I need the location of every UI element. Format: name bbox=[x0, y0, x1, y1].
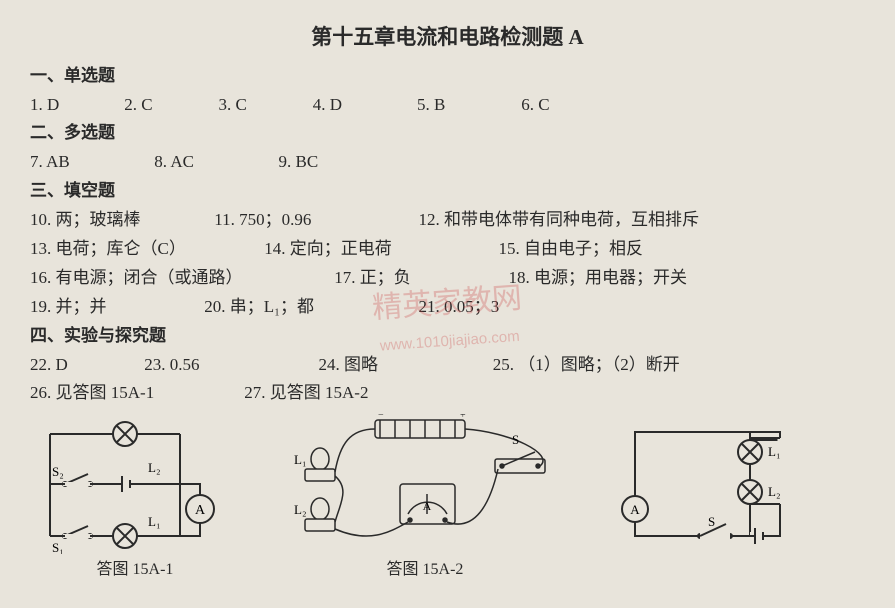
section-2-head: 二、多选题 bbox=[30, 119, 865, 148]
q-ans: BC bbox=[296, 152, 319, 171]
q-ans: 图略 bbox=[344, 355, 378, 374]
q-num: 22. bbox=[30, 355, 51, 374]
q-num: 3. bbox=[219, 95, 232, 114]
page-title: 第十五章电流和电路检测题 A bbox=[30, 20, 865, 56]
q-ans: D bbox=[56, 355, 68, 374]
figure-15a-2: − + bbox=[280, 414, 570, 583]
q-ans: 定向；正电荷 bbox=[290, 239, 392, 258]
lamp-l1-label: L₁ bbox=[768, 444, 780, 459]
q-ans: D bbox=[330, 95, 342, 114]
fill-row-3: 16. 有电源；闭合（或通路） 17. 正；负 18. 电源；用电器；开关 bbox=[30, 264, 865, 293]
q-num: 21. bbox=[419, 297, 440, 316]
q-ans: 两；玻璃棒 bbox=[56, 210, 141, 229]
lamp-l2-label: L₂ bbox=[294, 502, 306, 517]
q-num: 17. bbox=[334, 268, 355, 287]
figure-15a-1: A L₂ L₁ S₂ S₁ 答图 15A-1 bbox=[30, 414, 240, 583]
q-num: 19. bbox=[30, 297, 51, 316]
section-2-answers: 7. AB 8. AC 9. BC bbox=[30, 148, 865, 177]
fill-row-1: 10. 两；玻璃棒 11. 750；0.96 12. 和带电体带有同种电荷，互相… bbox=[30, 206, 865, 235]
q-num: 20. bbox=[204, 297, 225, 316]
q-num: 25. bbox=[493, 355, 514, 374]
exp-row-2: 26. 见答图 15A-1 27. 见答图 15A-2 bbox=[30, 379, 865, 408]
q-num: 12. bbox=[419, 210, 440, 229]
q-ans: C bbox=[236, 95, 247, 114]
q-num: 1. bbox=[30, 95, 43, 114]
q-num: 16. bbox=[30, 268, 51, 287]
q-num: 13. bbox=[30, 239, 51, 258]
q-ans: AB bbox=[46, 152, 70, 171]
q-num: 10. bbox=[30, 210, 51, 229]
q-ans: 有电源；闭合（或通路） bbox=[56, 268, 243, 287]
lamp-l2-label: L₂ bbox=[768, 484, 780, 499]
q-ans: 电荷；库仑（C） bbox=[56, 239, 186, 258]
q-num: 27. bbox=[244, 383, 265, 402]
q-ans: 见答图 15A-2 bbox=[270, 383, 369, 402]
q-num: 23. bbox=[144, 355, 165, 374]
figure-right-schematic: A L₁ L₂ S bbox=[610, 414, 800, 583]
lamp-l1-label: L₁ bbox=[294, 452, 306, 467]
exp-row-1: 22. D 23. 0.56 24. 图略 25. （1）图略；（2）断开 bbox=[30, 351, 865, 380]
switch-s-label: S bbox=[708, 514, 715, 529]
figure-15a-2-caption: 答图 15A-2 bbox=[280, 556, 570, 583]
q-ans: 0.56 bbox=[170, 355, 200, 374]
fill-row-4: 19. 并；并 20. 串；L₁；都 21. 0.05；3 bbox=[30, 293, 865, 322]
q-ans: B bbox=[434, 95, 445, 114]
section-1-answers: 1. D 2. C 3. C 4. D 5. B 6. C bbox=[30, 91, 865, 120]
q-ans: 和带电体带有同种电荷，互相排斥 bbox=[444, 210, 699, 229]
q-num: 8. bbox=[154, 152, 167, 171]
switch-s2-label: S₂ bbox=[52, 464, 64, 479]
q-ans: 并；并 bbox=[56, 297, 107, 316]
section-4-head: 四、实验与探究题 bbox=[30, 322, 865, 351]
lamp-l1-label: L₁ bbox=[148, 514, 160, 529]
q-num: 6. bbox=[521, 95, 534, 114]
ammeter-label: A bbox=[195, 503, 206, 518]
q-ans: 电源；用电器；开关 bbox=[534, 268, 687, 287]
fill-row-2: 13. 电荷；库仑（C） 14. 定向；正电荷 15. 自由电子；相反 bbox=[30, 235, 865, 264]
q-ans: 串；L₁；都 bbox=[230, 297, 314, 316]
q-num: 4. bbox=[313, 95, 326, 114]
figure-15a-1-caption: 答图 15A-1 bbox=[30, 556, 240, 583]
q-num: 18. bbox=[509, 268, 530, 287]
q-ans: 正；负 bbox=[360, 268, 411, 287]
svg-text:−: − bbox=[378, 414, 384, 421]
ammeter-label: A bbox=[423, 499, 432, 513]
q-ans: 0.05；3 bbox=[444, 297, 499, 316]
q-ans: AC bbox=[170, 152, 194, 171]
lamp-l2-label: L₂ bbox=[148, 460, 160, 475]
switch-s1-label: S₁ bbox=[52, 540, 64, 554]
svg-text:+: + bbox=[460, 414, 466, 421]
q-num: 5. bbox=[417, 95, 430, 114]
section-1-head: 一、单选题 bbox=[30, 62, 865, 91]
q-num: 11. bbox=[214, 210, 235, 229]
q-ans: C bbox=[141, 95, 152, 114]
q-num: 24. bbox=[319, 355, 340, 374]
figures-row: A L₂ L₁ S₂ S₁ 答图 15A-1 − + bbox=[30, 414, 865, 583]
q-num: 2. bbox=[124, 95, 137, 114]
ammeter-label: A bbox=[630, 502, 640, 517]
q-num: 7. bbox=[30, 152, 43, 171]
q-num: 26. bbox=[30, 383, 51, 402]
switch-s-label: S bbox=[512, 432, 519, 447]
q-num: 9. bbox=[279, 152, 292, 171]
q-ans: 自由电子；相反 bbox=[524, 239, 643, 258]
section-3-head: 三、填空题 bbox=[30, 177, 865, 206]
q-ans: 750；0.96 bbox=[239, 210, 311, 229]
q-ans: 见答图 15A-1 bbox=[56, 383, 155, 402]
q-num: 14. bbox=[264, 239, 285, 258]
q-ans: D bbox=[47, 95, 59, 114]
q-ans: （1）图略；（2）断开 bbox=[518, 355, 680, 374]
q-num: 15. bbox=[499, 239, 520, 258]
q-ans: C bbox=[538, 95, 549, 114]
